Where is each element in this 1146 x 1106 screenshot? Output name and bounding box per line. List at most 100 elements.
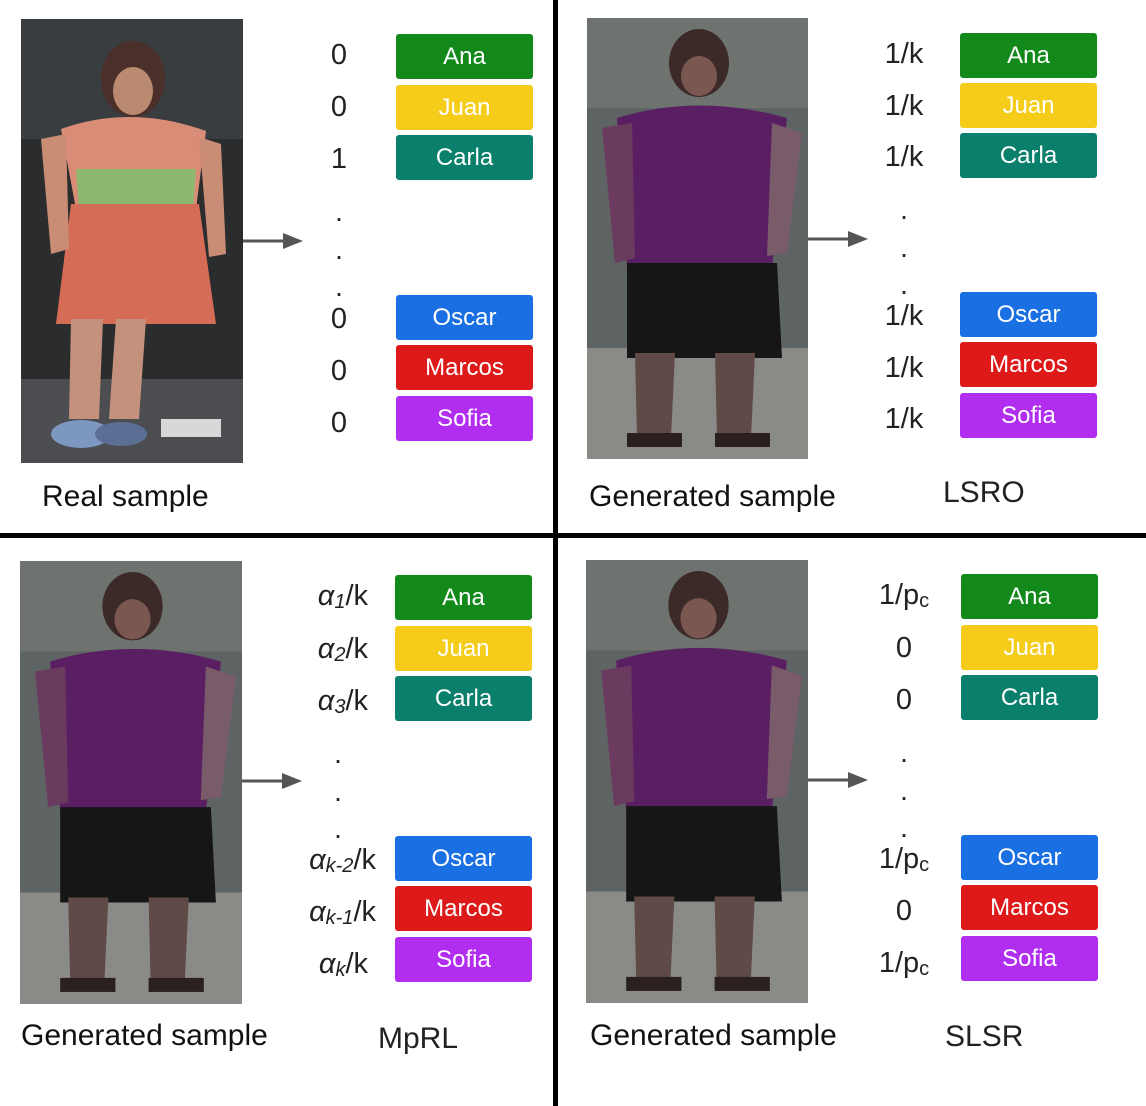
real-value: 0 bbox=[330, 39, 348, 71]
ellipsis-dot: . bbox=[335, 271, 343, 302]
alpha-subscript: k-1 bbox=[325, 907, 354, 929]
label-juan: Juan bbox=[961, 625, 1098, 670]
alpha-subscript: 3 bbox=[334, 696, 346, 718]
label-ana: Ana bbox=[960, 33, 1097, 78]
ellipsis-dot: . bbox=[900, 812, 908, 843]
label-marcos: Marcos bbox=[395, 886, 532, 931]
lsro-value: 1/k bbox=[884, 38, 924, 70]
label-carla: Carla bbox=[960, 133, 1097, 178]
slsr-value: 1/pc bbox=[844, 842, 964, 882]
slsr-value: 1/pc bbox=[844, 946, 964, 986]
real-caption: Real sample bbox=[42, 480, 209, 513]
ellipsis-dot: . bbox=[900, 737, 908, 768]
alpha-suffix: /k bbox=[345, 633, 368, 665]
ellipsis-dot: . bbox=[334, 776, 342, 807]
label-juan: Juan bbox=[396, 85, 533, 130]
mprl-caption: Generated sample bbox=[21, 1019, 268, 1052]
label-carla: Carla bbox=[961, 675, 1098, 720]
label-sofia: Sofia bbox=[395, 937, 532, 982]
label-ana: Ana bbox=[396, 34, 533, 79]
pc-subscript: c bbox=[919, 854, 930, 876]
ellipsis-dot: . bbox=[900, 194, 908, 225]
label-oscar: Oscar bbox=[960, 292, 1097, 337]
label-carla: Carla bbox=[395, 676, 532, 721]
mprl-method-name: MpRL bbox=[378, 1022, 459, 1055]
mprl-arrow bbox=[242, 773, 302, 789]
slsr-value: 1/pc bbox=[844, 578, 964, 618]
pc-subscript: c bbox=[919, 590, 930, 612]
horizontal-divider bbox=[0, 533, 1146, 538]
mprl-value: α2/k bbox=[258, 632, 368, 672]
alpha-suffix: /k bbox=[345, 685, 368, 717]
lsro-caption: Generated sample bbox=[589, 480, 836, 513]
mprl-generated-photo bbox=[20, 561, 242, 1004]
label-oscar: Oscar bbox=[395, 836, 532, 881]
ellipsis-dot: . bbox=[900, 775, 908, 806]
alpha-symbol: α bbox=[317, 580, 335, 612]
pc-prefix: 1/p bbox=[878, 947, 920, 979]
label-oscar: Oscar bbox=[396, 295, 533, 340]
label-juan: Juan bbox=[960, 83, 1097, 128]
label-ana: Ana bbox=[395, 575, 532, 620]
lsro-value: 1/k bbox=[884, 300, 924, 332]
label-sofia: Sofia bbox=[960, 393, 1097, 438]
vertical-divider bbox=[553, 0, 558, 1106]
alpha-subscript: k bbox=[335, 959, 346, 981]
ellipsis-dot: . bbox=[334, 738, 342, 769]
alpha-suffix: /k bbox=[345, 580, 368, 612]
label-carla: Carla bbox=[396, 135, 533, 180]
label-oscar: Oscar bbox=[961, 835, 1098, 880]
lsro-value: 1/k bbox=[884, 352, 924, 384]
real-value: 1 bbox=[330, 143, 348, 175]
lsro-generated-photo bbox=[587, 18, 808, 459]
mprl-value: αk-1/k bbox=[266, 895, 376, 935]
alpha-symbol: α bbox=[318, 948, 336, 980]
mprl-value: αk/k bbox=[258, 947, 368, 987]
slsr-generated-photo bbox=[586, 560, 808, 1003]
alpha-subscript: 2 bbox=[334, 644, 346, 666]
real-value: 0 bbox=[330, 303, 348, 335]
label-juan: Juan bbox=[395, 626, 532, 671]
alpha-suffix: /k bbox=[353, 896, 376, 928]
slsr-value: 0 bbox=[895, 684, 913, 716]
ellipsis-dot: . bbox=[335, 196, 343, 227]
pc-prefix: 1/p bbox=[878, 843, 920, 875]
lsro-arrow bbox=[808, 231, 868, 247]
pc-subscript: c bbox=[919, 958, 930, 980]
mprl-value: α1/k bbox=[258, 579, 368, 619]
alpha-symbol: α bbox=[309, 844, 326, 876]
alpha-symbol: α bbox=[317, 685, 335, 717]
slsr-caption: Generated sample bbox=[590, 1019, 837, 1052]
mprl-value: α3/k bbox=[258, 684, 368, 724]
label-marcos: Marcos bbox=[396, 345, 533, 390]
alpha-subscript: k-2 bbox=[325, 855, 354, 877]
pc-prefix: 1/p bbox=[878, 579, 920, 611]
ellipsis-dot: . bbox=[335, 234, 343, 265]
real-sample-photo bbox=[21, 19, 243, 463]
ellipsis-dot: . bbox=[900, 269, 908, 300]
label-marcos: Marcos bbox=[960, 342, 1097, 387]
lsro-value: 1/k bbox=[884, 141, 924, 173]
lsro-value: 1/k bbox=[884, 403, 924, 435]
alpha-suffix: /k bbox=[353, 844, 376, 876]
alpha-suffix: /k bbox=[345, 948, 368, 980]
slsr-arrow bbox=[808, 772, 868, 788]
alpha-symbol: α bbox=[309, 896, 326, 928]
alpha-subscript: 1 bbox=[334, 591, 346, 613]
real-arrow bbox=[243, 233, 303, 249]
label-sofia: Sofia bbox=[961, 936, 1098, 981]
ellipsis-dot: . bbox=[900, 232, 908, 263]
real-value: 0 bbox=[330, 91, 348, 123]
real-value: 0 bbox=[330, 355, 348, 387]
label-marcos: Marcos bbox=[961, 885, 1098, 930]
lsro-method-name: LSRO bbox=[943, 476, 1025, 509]
slsr-method-name: SLSR bbox=[945, 1020, 1024, 1053]
slsr-value: 0 bbox=[895, 632, 913, 664]
alpha-symbol: α bbox=[317, 633, 335, 665]
ellipsis-dot: . bbox=[334, 813, 342, 844]
mprl-value: αk-2/k bbox=[266, 843, 376, 883]
label-sofia: Sofia bbox=[396, 396, 533, 441]
slsr-value: 0 bbox=[895, 895, 913, 927]
label-ana: Ana bbox=[961, 574, 1098, 619]
real-value: 0 bbox=[330, 407, 348, 439]
